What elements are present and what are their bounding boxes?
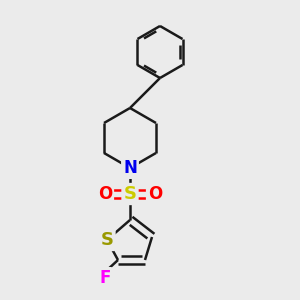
Text: O: O bbox=[98, 185, 112, 203]
Text: S: S bbox=[124, 185, 136, 203]
Text: O: O bbox=[148, 185, 162, 203]
Text: N: N bbox=[123, 159, 137, 177]
Text: S: S bbox=[100, 231, 113, 249]
Text: F: F bbox=[99, 269, 111, 287]
